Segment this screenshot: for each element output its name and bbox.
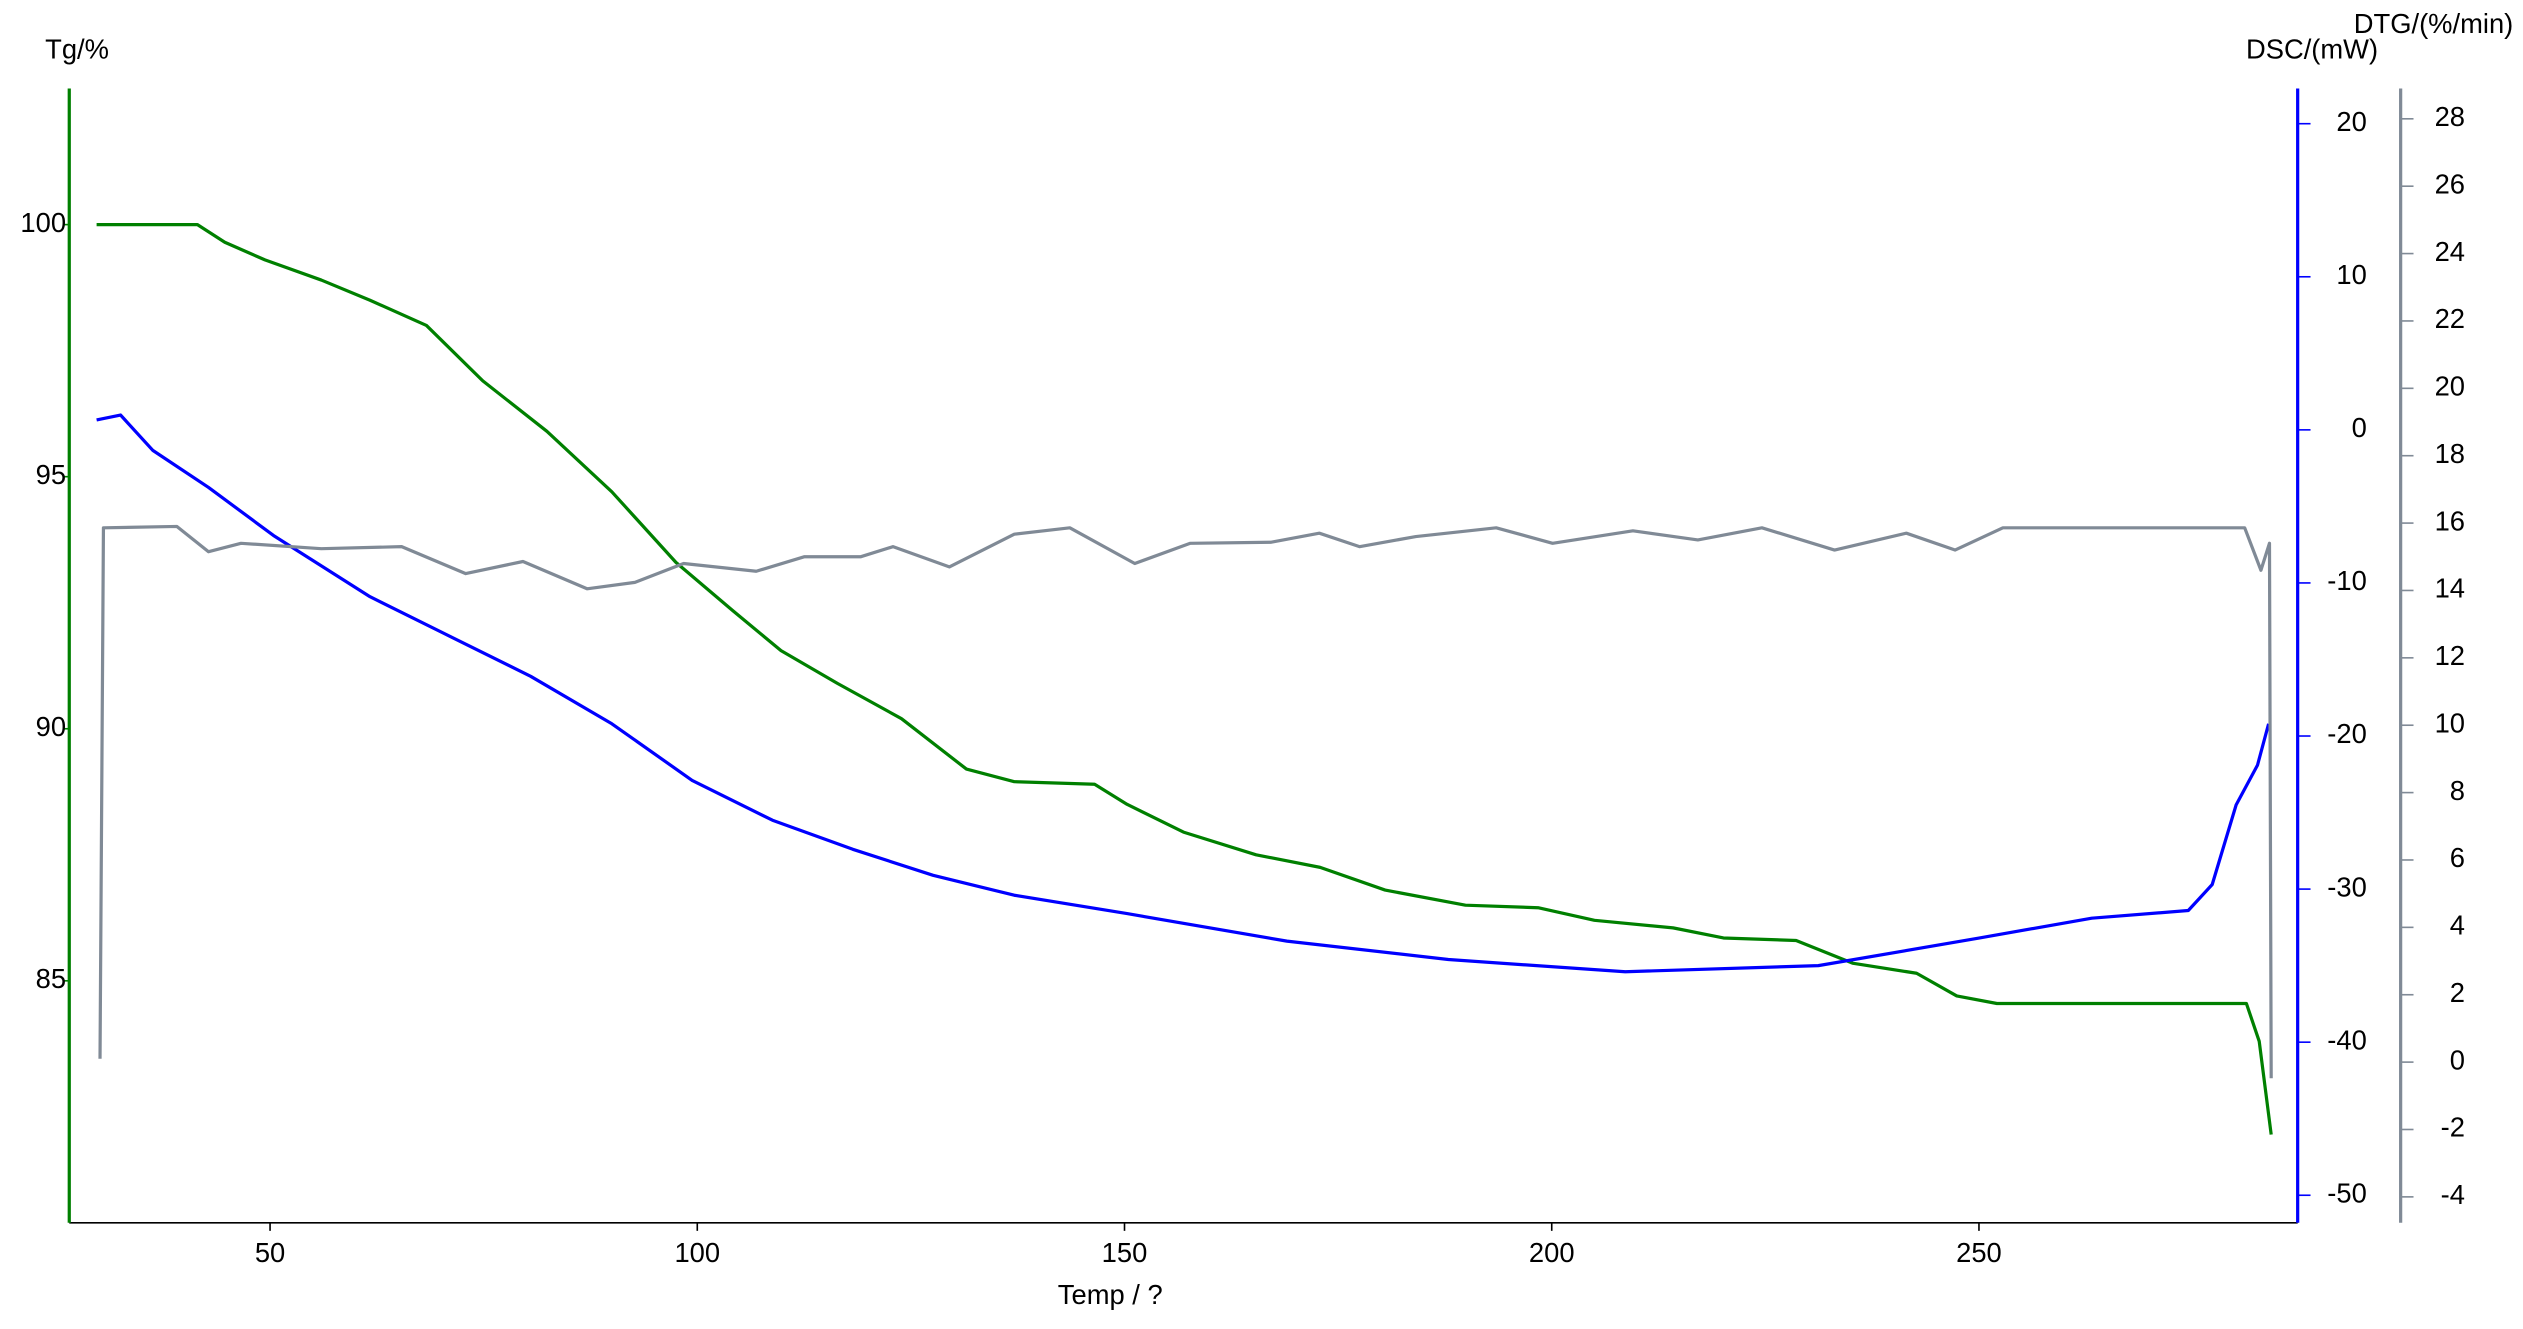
x-tick-label: 150 [1102,1237,1148,1268]
y3-tick-label: 6 [2450,842,2465,873]
y3-tick-label: 22 [2435,303,2465,334]
y2-axis-title: DSC/(mW) [2246,34,2378,65]
y3-tick-label: 2 [2450,977,2465,1008]
y2-tick-label: 10 [2336,259,2366,290]
y-tick-label: 90 [36,711,66,742]
y2-tick-label: -50 [2327,1177,2367,1208]
data-line [98,524,2273,1079]
y3-tick-label: 24 [2435,236,2465,267]
y3-tick-label: 26 [2435,168,2465,199]
data-line [96,413,2271,974]
y2-tick-label: -20 [2327,718,2367,749]
y-tick-label: 85 [36,963,66,994]
y3-tick-label: 12 [2435,640,2465,671]
y2-tick-label: 0 [2352,412,2367,443]
y3-tick-label: 16 [2435,505,2465,536]
y2-tick-label: 20 [2336,106,2366,137]
y-tick-label: 95 [36,459,66,490]
x-tick-label: 100 [674,1237,720,1268]
y3-tick-label: 28 [2435,101,2465,132]
y3-axis-title: DTG/(%/min) [2354,8,2514,39]
y3-tick-label: -4 [2441,1179,2465,1210]
y3-tick-label: 8 [2450,775,2465,806]
y2-tick-label: -40 [2327,1024,2367,1055]
y2-tick-label: -10 [2327,565,2367,596]
y2-tick-label: -30 [2327,871,2367,902]
y-axis-title: Tg/% [45,34,109,65]
y3-tick-label: 4 [2450,910,2465,941]
y3-tick-label: -2 [2441,1112,2465,1143]
y3-tick-label: 18 [2435,438,2465,469]
y3-tick-label: 20 [2435,371,2465,402]
y3-tick-label: 0 [2450,1044,2465,1075]
y-tick-label: 100 [20,207,66,238]
x-tick-label: 250 [1956,1237,2002,1268]
x-tick-label: 200 [1529,1237,1575,1268]
x-tick-label: 50 [255,1237,285,1268]
y3-tick-label: 10 [2435,707,2465,738]
y3-tick-label: 14 [2435,573,2465,604]
data-line [96,223,2273,1135]
x-axis-title: Temp / ? [1058,1279,1163,1310]
